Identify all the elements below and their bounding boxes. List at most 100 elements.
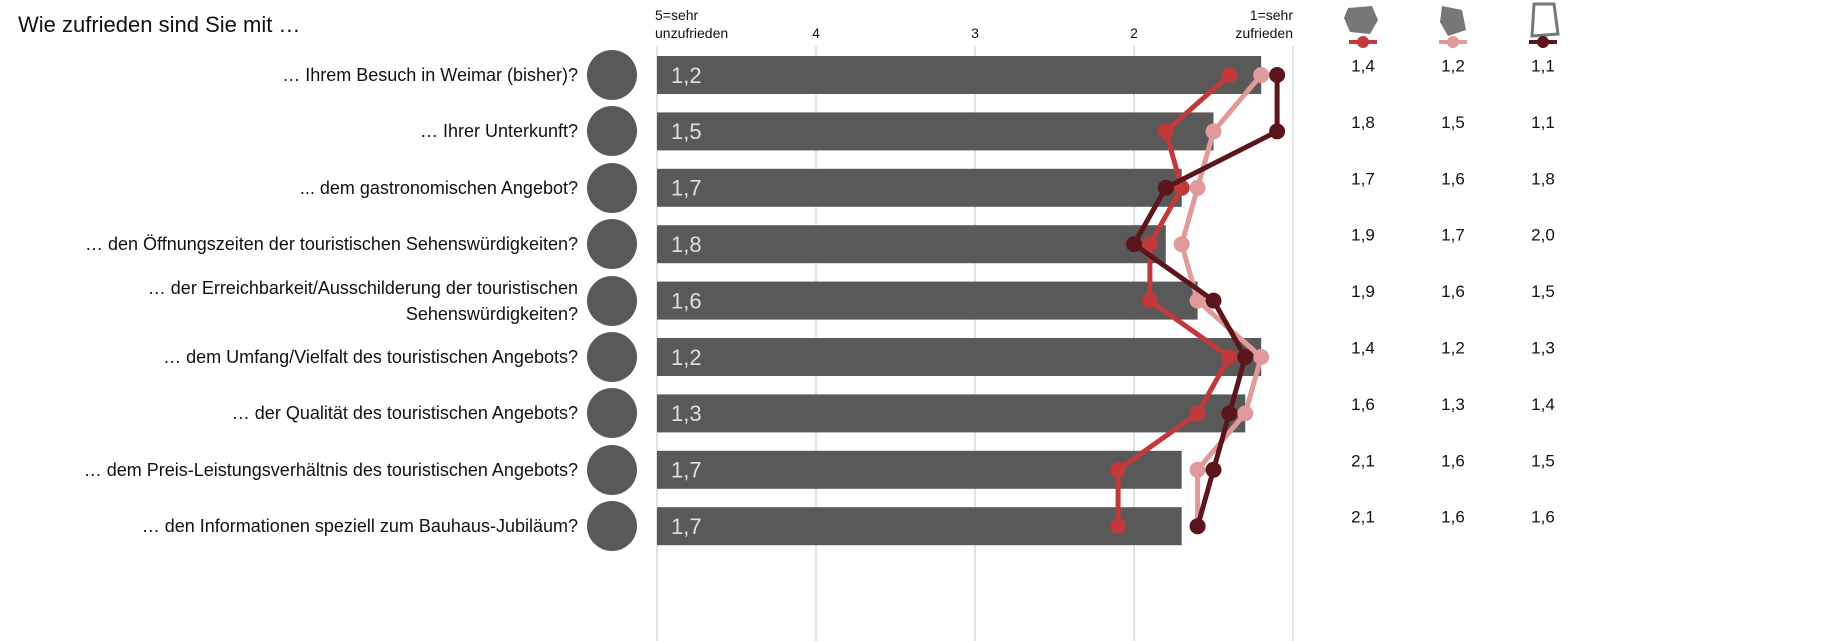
category-label: … der Erreichbarkeit/Ausschilderung der … [147,277,578,324]
category-label: … den Öffnungszeiten der touristischen S… [85,234,578,255]
bar [657,450,1182,489]
legend-icons [1344,2,1560,38]
bar [657,338,1262,376]
table-value: 1,7 [1441,226,1465,245]
series-point [1253,349,1270,365]
table-value: 1,6 [1351,395,1375,414]
series-point [1189,179,1206,196]
series-point [1157,179,1174,196]
x-tick-label: 5=sehr unzufrieden [655,7,729,41]
table-value: 2,1 [1351,508,1375,527]
bar [657,112,1214,151]
series-point [1205,292,1222,309]
series-point [1189,405,1206,422]
table-value: 1,4 [1351,56,1375,75]
table-value: 1,3 [1531,338,1555,357]
legend-map [1530,2,1560,38]
table-value: 2,1 [1351,451,1375,470]
series-point [1157,123,1174,140]
table-value: 1,4 [1531,395,1555,414]
series-point [1269,67,1286,83]
series-point [1253,67,1270,83]
series-point [1221,349,1238,365]
table-value: 1,6 [1441,169,1465,188]
category-label: ... dem gastronomischen Angebot? [299,177,578,198]
table-value: 1,2 [1441,338,1465,357]
table-value: 1,4 [1351,338,1375,357]
table-value: 1,6 [1441,282,1465,301]
series-point [1269,123,1286,140]
series-point [1205,461,1222,478]
table-value: 1,2 [1441,56,1465,75]
series-point [1141,292,1158,309]
bar [657,168,1182,207]
table-value: 1,5 [1531,282,1555,301]
category-label: … dem Umfang/Vielfalt des touristischen … [163,347,578,367]
series-point [1205,123,1222,140]
bar-value-label: 1,2 [671,63,702,88]
category-label: … der Qualität des touristischen Angebot… [231,403,578,424]
table-value: 1,5 [1531,451,1555,470]
bar-value-label: 1,7 [671,514,702,539]
table-value: 1,7 [1351,169,1375,188]
icon [587,50,637,100]
category-label: … den Informationen speziell zum Bauhaus… [141,516,578,537]
bar-value-label: 1,7 [671,176,702,201]
series-point [1189,292,1206,309]
legend-dot [1447,36,1459,48]
icon [587,219,637,269]
table-value: 1,8 [1351,113,1375,132]
bar [657,281,1198,320]
x-tick-label: 3 [971,25,979,41]
table-value: 1,9 [1351,226,1375,245]
series-point [1237,349,1254,365]
series-point [1141,236,1158,253]
table-value: 1,5 [1441,113,1465,132]
table-value: 1,6 [1441,451,1465,470]
table-value: 1,6 [1531,508,1555,527]
series-point [1189,518,1206,535]
table-value: 1,6 [1441,508,1465,527]
icon [587,163,637,213]
icons [587,50,637,551]
category-label: … Ihrem Besuch in Weimar (bisher)? [282,65,578,85]
legend-dot [1357,36,1369,48]
x-tick-label: 1=sehr zufrieden [1235,7,1293,41]
icon [587,501,637,551]
category-label: … Ihrer Unterkunft? [419,121,578,142]
icon [587,106,637,156]
bar [657,225,1166,264]
table-value: 1,9 [1351,282,1375,301]
table-value: 1,3 [1441,395,1465,414]
bar [657,56,1262,94]
table-value: 1,8 [1531,169,1555,188]
bar-value-label: 1,2 [671,345,702,370]
bar [657,507,1182,546]
legend-dot [1537,36,1549,48]
icon [587,276,637,326]
series-point [1110,461,1127,478]
bar-value-label: 1,3 [671,401,702,426]
chart-title: Wie zufrieden sind Sie mit … [18,12,301,37]
x-tick-label: 4 [812,25,820,41]
table-value: 1,1 [1531,56,1555,75]
series-point [1173,236,1190,253]
table-value: 1,1 [1531,113,1555,132]
bar-value-label: 1,8 [671,232,702,257]
bar-value-label: 1,5 [671,119,702,144]
bar-value-label: 1,6 [671,288,702,313]
series-point [1126,236,1142,253]
category-label: … dem Preis-Leistungsverhältnis des tour… [83,459,578,480]
legend-map [1440,6,1466,36]
series-point [1237,405,1254,422]
series-point [1110,518,1127,535]
legend-map [1344,6,1378,34]
bar [657,394,1246,433]
icon [587,445,637,495]
x-tick-label: 2 [1130,25,1138,41]
icon [587,332,637,382]
series-point [1221,67,1238,83]
series-point [1221,405,1238,422]
